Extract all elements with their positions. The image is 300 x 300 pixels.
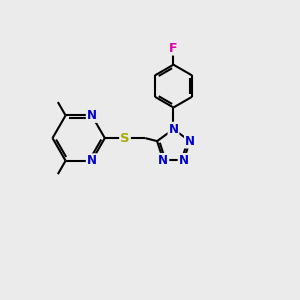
Text: N: N bbox=[185, 135, 195, 148]
Text: S: S bbox=[120, 132, 130, 145]
Text: N: N bbox=[158, 154, 168, 167]
Text: N: N bbox=[87, 154, 97, 167]
Text: N: N bbox=[169, 123, 178, 136]
Text: N: N bbox=[178, 154, 189, 167]
Text: F: F bbox=[169, 42, 178, 55]
Text: N: N bbox=[87, 109, 97, 122]
